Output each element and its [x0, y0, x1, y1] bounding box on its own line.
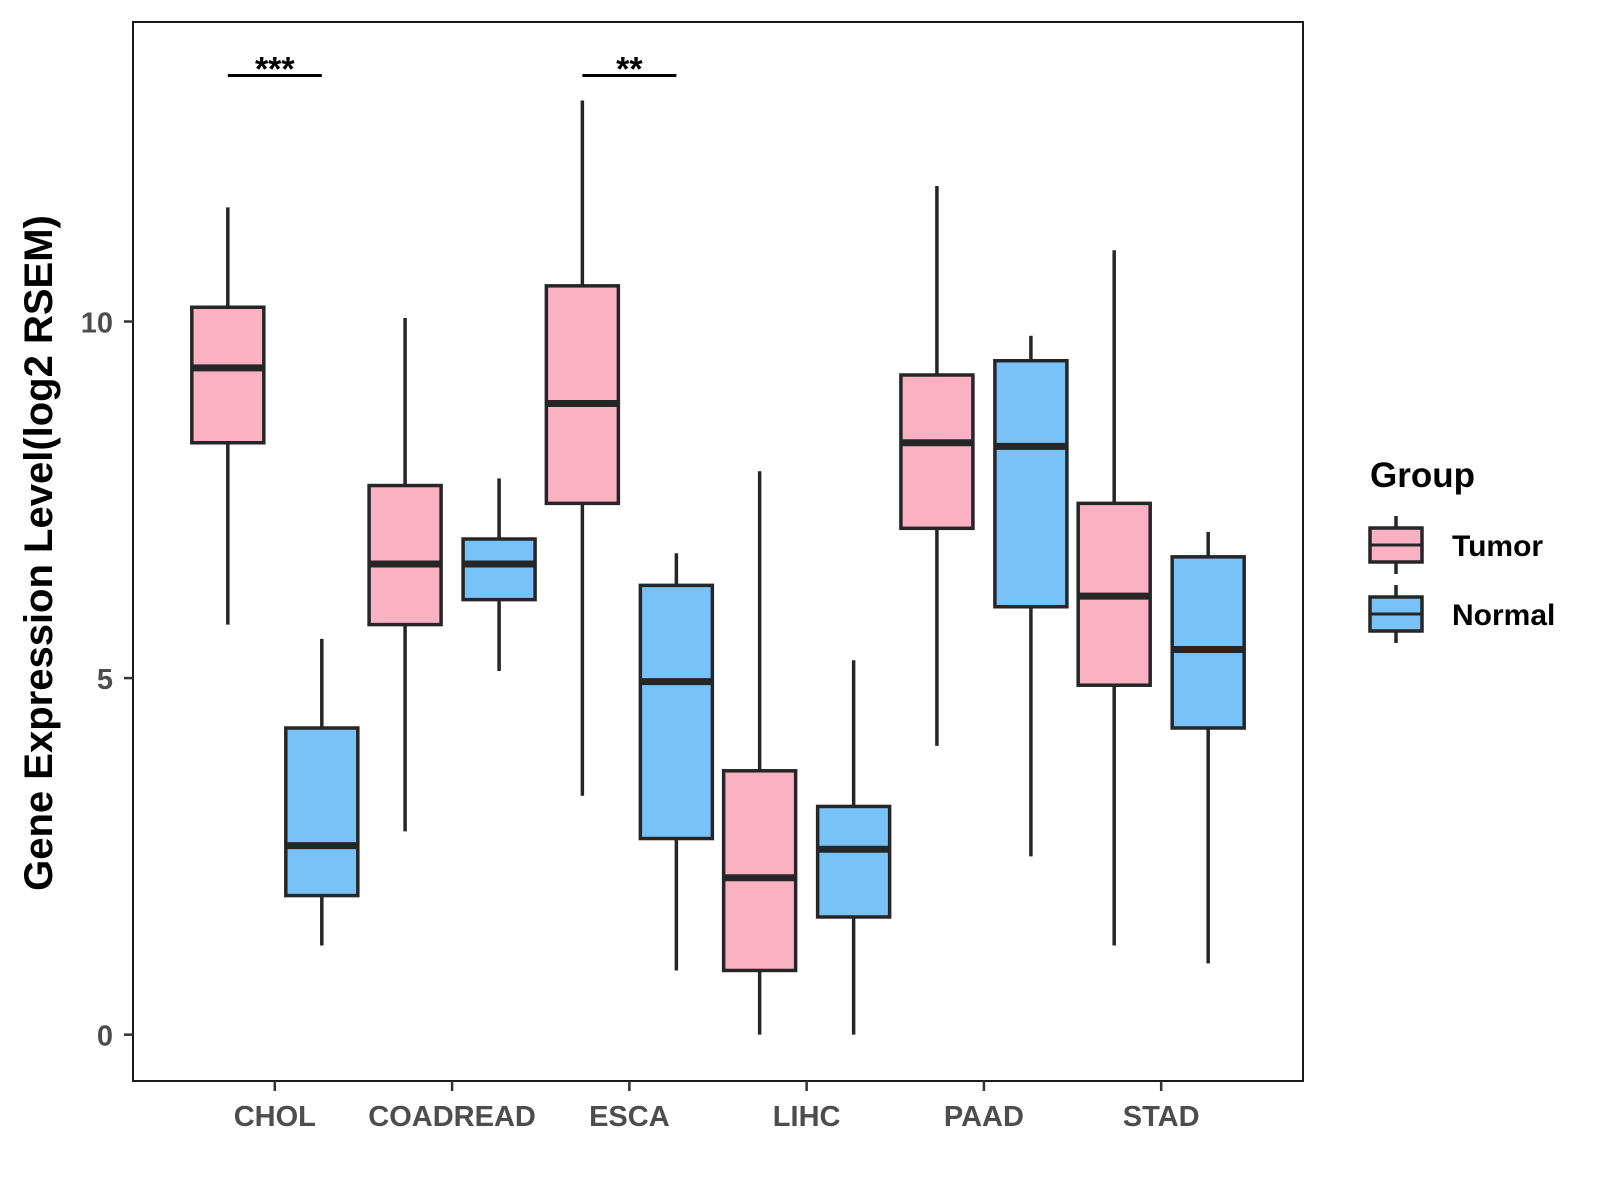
y-tick-label: 0 [97, 1021, 113, 1053]
legend-title: Group [1370, 456, 1475, 495]
y-tick-label: 5 [97, 664, 113, 696]
legend-entry-tumor: Tumor [1368, 516, 1543, 574]
y-axis: 0 5 10 [81, 308, 133, 1053]
box-iqr [721, 769, 798, 973]
x-tick-label: COADREAD [368, 1101, 536, 1133]
box-iqr [899, 373, 975, 531]
x-axis: CHOL COADREAD ESCA LIHC PAAD STAD [234, 1081, 1200, 1133]
box-iqr [544, 284, 621, 506]
box-tumor-coadread [367, 317, 443, 832]
y-tick-label: 10 [81, 308, 113, 340]
significance-annotations: *** ** [227, 50, 677, 88]
box-tumor-paad [899, 186, 975, 746]
box-normal-chol [284, 638, 360, 946]
box-iqr [284, 726, 360, 898]
box-normal-paad [993, 335, 1069, 857]
box-normal-esca [638, 553, 715, 971]
box-normal-coadread [461, 478, 537, 671]
significance-label: ** [616, 50, 643, 88]
box-normal-stad [1170, 531, 1246, 964]
box-iqr [815, 804, 892, 919]
box-iqr [461, 537, 537, 602]
box-tumor-lihc [721, 471, 798, 1035]
legend-label: Tumor [1452, 530, 1543, 563]
legend-label: Normal [1452, 599, 1555, 632]
box-tumor-chol [190, 207, 266, 625]
box-iqr [1170, 555, 1246, 730]
legend-entry-normal: Normal [1368, 585, 1555, 643]
box-tumor-esca [544, 100, 621, 796]
box-tumor-stad [1076, 250, 1152, 946]
legend-entries: Tumor Normal [1368, 516, 1555, 643]
x-tick-label: CHOL [234, 1101, 316, 1133]
x-tick-label: ESCA [589, 1101, 670, 1133]
x-tick-label: LIHC [773, 1101, 841, 1133]
box-iqr [367, 483, 443, 627]
box-iqr [190, 305, 266, 445]
y-axis-title: Gene Expression Level(log2 RSEM) [17, 215, 61, 891]
box-normal-lihc [815, 660, 892, 1035]
legend: Group Tumor Normal [1368, 456, 1555, 643]
x-tick-label: STAD [1123, 1101, 1200, 1133]
significance-label: *** [255, 50, 295, 88]
x-tick-label: PAAD [944, 1101, 1024, 1133]
boxes-layer [190, 100, 1246, 1035]
box-iqr [993, 358, 1069, 609]
box-iqr [638, 583, 715, 841]
